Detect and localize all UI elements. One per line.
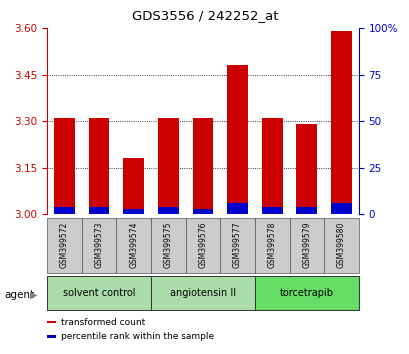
Bar xyxy=(88,207,109,214)
Text: GSM399575: GSM399575 xyxy=(164,222,173,268)
Text: GSM399579: GSM399579 xyxy=(301,222,310,268)
Bar xyxy=(47,335,56,337)
Bar xyxy=(157,207,178,214)
Text: GSM399577: GSM399577 xyxy=(232,222,241,268)
Bar xyxy=(192,118,213,214)
Text: angiotensin II: angiotensin II xyxy=(169,288,236,298)
Bar xyxy=(254,276,358,310)
Bar xyxy=(261,118,282,214)
Bar xyxy=(227,65,247,214)
Bar xyxy=(151,218,185,273)
Bar xyxy=(192,209,213,214)
Bar xyxy=(47,276,151,310)
Bar xyxy=(330,203,351,214)
Bar xyxy=(47,218,81,273)
Bar xyxy=(324,218,358,273)
Text: GSM399573: GSM399573 xyxy=(94,222,103,268)
Text: ▶: ▶ xyxy=(29,290,37,299)
Text: transformed count: transformed count xyxy=(61,318,145,327)
Text: torcetrapib: torcetrapib xyxy=(279,288,333,298)
Bar xyxy=(81,218,116,273)
Text: percentile rank within the sample: percentile rank within the sample xyxy=(61,332,214,341)
Text: GSM399578: GSM399578 xyxy=(267,222,276,268)
Bar xyxy=(330,32,351,214)
Text: solvent control: solvent control xyxy=(63,288,135,298)
Bar xyxy=(88,118,109,214)
Bar xyxy=(116,218,151,273)
Bar xyxy=(289,218,324,273)
Bar xyxy=(157,118,178,214)
Bar xyxy=(220,218,254,273)
Bar xyxy=(123,159,144,214)
Bar xyxy=(151,276,254,310)
Bar xyxy=(185,218,220,273)
Bar xyxy=(261,207,282,214)
Bar xyxy=(227,203,247,214)
Text: GSM399580: GSM399580 xyxy=(336,222,345,268)
Text: GDS3556 / 242252_at: GDS3556 / 242252_at xyxy=(131,9,278,22)
Bar xyxy=(54,207,75,214)
Bar xyxy=(47,321,56,324)
Text: GSM399574: GSM399574 xyxy=(129,222,138,268)
Text: agent: agent xyxy=(4,290,34,299)
Text: GSM399576: GSM399576 xyxy=(198,222,207,268)
Bar xyxy=(296,124,317,214)
Bar xyxy=(123,209,144,214)
Bar xyxy=(54,118,75,214)
Text: GSM399572: GSM399572 xyxy=(60,222,69,268)
Bar xyxy=(296,207,317,214)
Bar xyxy=(254,218,289,273)
